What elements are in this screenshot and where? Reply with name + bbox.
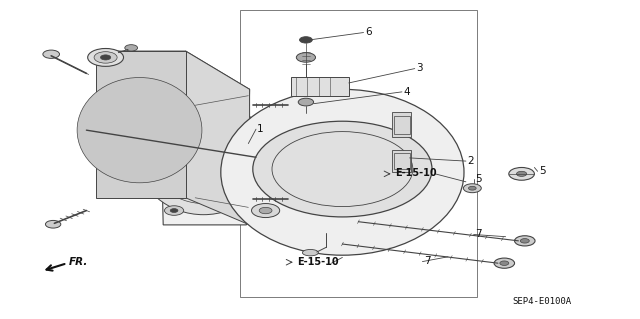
Bar: [291, 77, 349, 96]
Circle shape: [230, 209, 237, 212]
Text: SEP4-E0100A: SEP4-E0100A: [512, 297, 571, 306]
Circle shape: [515, 236, 535, 246]
Bar: [392, 150, 411, 172]
Circle shape: [520, 239, 529, 243]
Circle shape: [463, 184, 481, 193]
Circle shape: [252, 204, 280, 218]
Text: 7: 7: [475, 229, 481, 239]
Circle shape: [225, 97, 244, 107]
Text: FR.: FR.: [69, 257, 88, 267]
Circle shape: [164, 206, 184, 215]
Bar: [240, 10, 477, 297]
Text: 1: 1: [257, 123, 264, 134]
Circle shape: [224, 206, 243, 215]
Bar: [392, 112, 411, 137]
Polygon shape: [160, 89, 250, 225]
Bar: [394, 116, 410, 134]
Circle shape: [231, 100, 239, 104]
Circle shape: [300, 37, 312, 43]
Circle shape: [494, 258, 515, 268]
Circle shape: [125, 45, 138, 51]
Circle shape: [45, 220, 61, 228]
Circle shape: [166, 97, 185, 107]
Polygon shape: [186, 51, 250, 225]
Circle shape: [296, 53, 316, 62]
Text: 5: 5: [539, 166, 545, 176]
Ellipse shape: [302, 249, 319, 256]
Circle shape: [172, 100, 179, 104]
Bar: [394, 153, 410, 169]
Circle shape: [88, 48, 124, 66]
Text: E-15-10: E-15-10: [396, 168, 437, 178]
Text: 6: 6: [365, 27, 371, 37]
Circle shape: [516, 171, 527, 176]
Ellipse shape: [221, 89, 464, 255]
Ellipse shape: [77, 78, 202, 183]
Circle shape: [170, 209, 178, 212]
Circle shape: [500, 261, 509, 265]
Text: 3: 3: [416, 63, 422, 73]
Polygon shape: [96, 51, 250, 89]
Circle shape: [259, 207, 272, 214]
Text: 4: 4: [403, 86, 410, 97]
Circle shape: [298, 98, 314, 106]
Ellipse shape: [138, 100, 269, 215]
Circle shape: [100, 55, 111, 60]
Polygon shape: [96, 51, 186, 198]
Ellipse shape: [253, 121, 432, 217]
Circle shape: [468, 186, 476, 190]
Text: 2: 2: [467, 156, 474, 166]
Text: 5: 5: [475, 174, 481, 184]
Circle shape: [509, 167, 534, 180]
Text: E-15-10: E-15-10: [298, 257, 339, 267]
Text: 7: 7: [424, 256, 430, 266]
Circle shape: [43, 50, 60, 58]
Circle shape: [94, 52, 117, 63]
